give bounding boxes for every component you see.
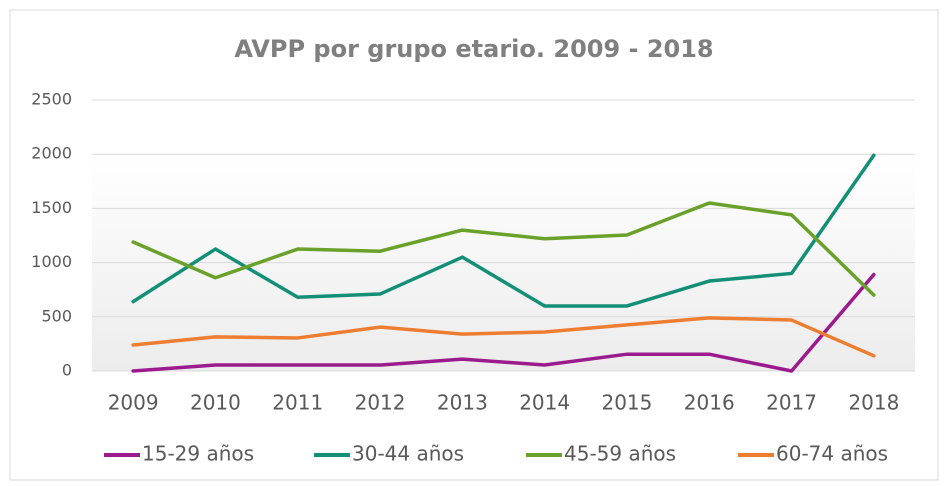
- x-tick-label: 2017: [766, 391, 817, 415]
- legend-label: 30-44 años: [352, 442, 464, 466]
- y-tick-label: 2500: [31, 90, 72, 109]
- legend-label: 45-59 años: [564, 442, 676, 466]
- series-line: [131, 153, 876, 308]
- x-tick-label: 2012: [355, 391, 406, 415]
- x-tick-label: 2011: [272, 391, 323, 415]
- y-tick-label: 1000: [31, 252, 72, 271]
- series-line: [131, 201, 876, 297]
- series-line: [131, 316, 876, 358]
- chart-title: AVPP por grupo etario. 2009 - 2018: [234, 35, 713, 63]
- y-tick-label: 0: [62, 361, 72, 380]
- x-tick-label: 2013: [437, 391, 488, 415]
- x-tick-label: 2016: [684, 391, 735, 415]
- x-tick-label: 2010: [190, 391, 241, 415]
- legend-label: 60-74 años: [776, 442, 888, 466]
- x-tick-label: 2015: [601, 391, 652, 415]
- x-tick-label: 2009: [108, 391, 159, 415]
- y-tick-label: 2000: [31, 144, 72, 163]
- series-line: [131, 272, 876, 373]
- y-tick-label: 1500: [31, 198, 72, 217]
- x-tick-label: 2014: [519, 391, 570, 415]
- x-tick-label: 2018: [848, 391, 899, 415]
- legend-label: 15-29 años: [142, 442, 254, 466]
- y-tick-label: 500: [41, 306, 72, 325]
